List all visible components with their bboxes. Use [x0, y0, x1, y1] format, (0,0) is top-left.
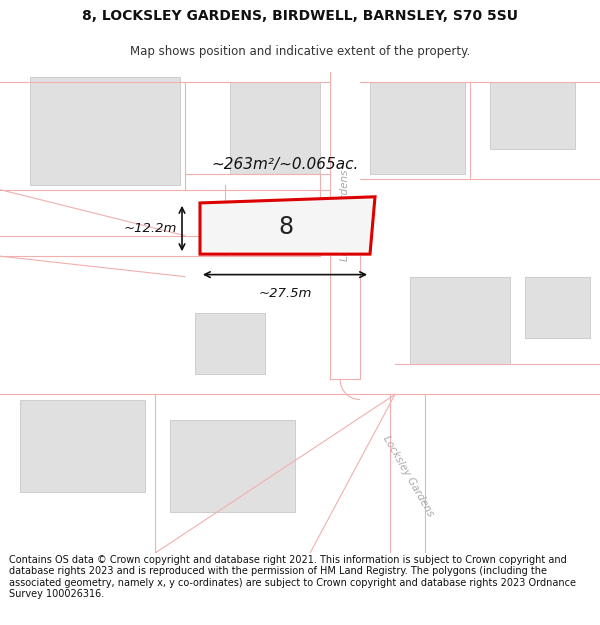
Polygon shape [525, 277, 590, 338]
Polygon shape [195, 312, 265, 374]
Polygon shape [20, 399, 145, 492]
Polygon shape [230, 82, 320, 174]
Polygon shape [410, 277, 510, 364]
Text: ~12.2m: ~12.2m [124, 222, 177, 235]
Polygon shape [0, 236, 600, 256]
Text: Locksley Gardens: Locksley Gardens [381, 434, 435, 519]
Text: Locksley Gardens: Locksley Gardens [340, 169, 350, 261]
Polygon shape [390, 389, 460, 553]
Polygon shape [305, 72, 360, 379]
Text: Contains OS data © Crown copyright and database right 2021. This information is : Contains OS data © Crown copyright and d… [9, 554, 576, 599]
Polygon shape [0, 72, 130, 389]
Polygon shape [490, 82, 575, 149]
Polygon shape [0, 72, 80, 164]
Text: 8, LOCKSLEY GARDENS, BIRDWELL, BARNSLEY, S70 5SU: 8, LOCKSLEY GARDENS, BIRDWELL, BARNSLEY,… [82, 9, 518, 22]
Text: ~263m²/~0.065ac.: ~263m²/~0.065ac. [211, 156, 359, 171]
Text: ~27.5m: ~27.5m [259, 287, 311, 300]
Text: 8: 8 [278, 215, 294, 239]
Polygon shape [170, 420, 295, 512]
Polygon shape [200, 197, 375, 254]
Polygon shape [370, 82, 465, 174]
Polygon shape [30, 77, 180, 184]
Text: Map shows position and indicative extent of the property.: Map shows position and indicative extent… [130, 45, 470, 58]
